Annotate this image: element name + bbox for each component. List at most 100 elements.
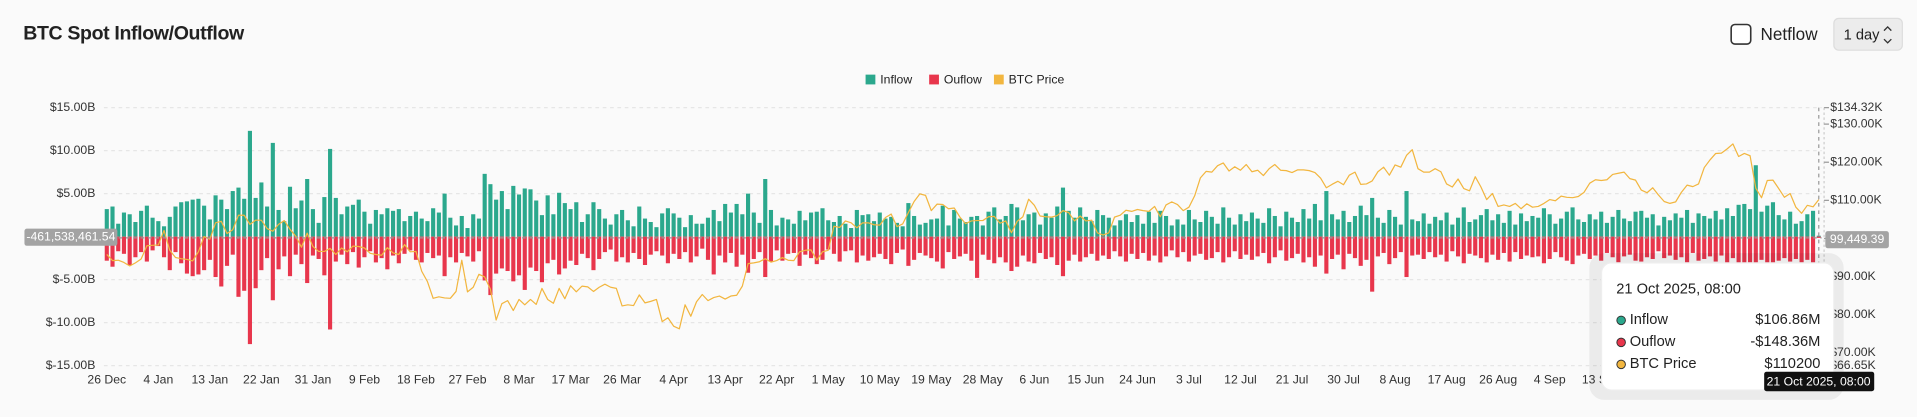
bar: [1553, 236, 1558, 253]
bar: [694, 236, 699, 257]
bar: [345, 236, 350, 265]
x-tick-label: 8 Aug: [1379, 373, 1410, 387]
interval-select[interactable]: [1833, 17, 1903, 51]
bar: [1478, 215, 1484, 237]
bar: [1198, 236, 1203, 254]
bar: [837, 236, 842, 262]
bar: [1375, 236, 1380, 257]
bar: [906, 203, 911, 237]
bar: [173, 236, 178, 253]
bar: [688, 215, 693, 237]
bar: [1095, 236, 1100, 261]
bar: [373, 209, 378, 237]
bar: [1541, 208, 1547, 237]
bar: [1078, 236, 1083, 262]
bar: [717, 236, 722, 256]
bar: [1043, 236, 1048, 259]
bar: [1158, 210, 1163, 237]
bar: [1261, 236, 1266, 253]
bar: [929, 236, 934, 259]
bar: [1410, 219, 1415, 237]
bar: [516, 236, 522, 276]
bar: [139, 236, 144, 253]
bar: [121, 212, 127, 237]
bar: [1066, 236, 1071, 261]
bar: [1060, 187, 1066, 237]
bar: [1662, 236, 1667, 259]
bar: [328, 148, 333, 237]
bar: [1433, 236, 1438, 258]
bar: [1100, 215, 1106, 237]
bar: [1072, 217, 1077, 237]
bar: [1295, 236, 1300, 254]
bar: [1393, 216, 1398, 237]
bar: [1685, 236, 1690, 263]
bar: [391, 236, 396, 256]
bar: [482, 173, 487, 237]
bar: [1020, 236, 1025, 256]
bar: [1278, 236, 1283, 251]
bar: [963, 222, 968, 237]
crosshair-y-label: -461,538,461.54: [26, 229, 115, 243]
bar: [1221, 236, 1226, 263]
bar: [1524, 236, 1529, 256]
bar: [648, 222, 653, 237]
bar: [333, 197, 338, 237]
netflow-checkbox[interactable]: [1730, 23, 1752, 45]
bar: [1318, 236, 1323, 256]
bar: [265, 236, 270, 259]
bar: [139, 210, 144, 237]
tooltip-dot: [1616, 359, 1626, 370]
bar: [1530, 236, 1535, 258]
bar: [425, 236, 430, 253]
bar: [791, 223, 796, 237]
interval-label[interactable]: 1 day: [1844, 27, 1881, 43]
y-tick-label: $10.00B: [50, 143, 96, 157]
bar: [144, 236, 149, 262]
x-tick-label: 3 Jul: [1176, 373, 1202, 387]
bar: [1204, 210, 1209, 237]
bar: [339, 236, 344, 255]
bar: [150, 236, 155, 251]
bar: [436, 212, 441, 237]
bar: [969, 236, 974, 261]
bar: [1129, 236, 1134, 254]
bar: [161, 236, 167, 258]
bar: [849, 236, 854, 251]
bar: [820, 208, 825, 237]
bar: [1444, 212, 1449, 237]
bar: [705, 217, 711, 237]
bar: [1272, 215, 1277, 237]
bar: [282, 221, 287, 237]
bar: [1450, 224, 1455, 237]
bar: [1238, 236, 1243, 259]
bar: [957, 218, 962, 237]
bar: [671, 236, 676, 254]
netflow-label[interactable]: Netflow: [1761, 25, 1819, 44]
bar: [511, 236, 516, 282]
tooltip-name: BTC Price: [1630, 356, 1697, 372]
bar: [1278, 226, 1283, 237]
y2-tick-label: $110.00K: [1830, 193, 1882, 207]
bar: [1163, 215, 1169, 237]
bar: [1702, 215, 1707, 237]
bar: [1707, 236, 1713, 257]
bar: [1455, 236, 1461, 257]
bar: [270, 142, 275, 237]
bar: [236, 236, 241, 297]
bar: [557, 236, 562, 275]
bar: [912, 236, 917, 260]
bar: [1559, 218, 1564, 237]
bar: [614, 236, 619, 262]
bar: [1209, 216, 1214, 237]
bar: [774, 236, 779, 251]
bar: [1249, 236, 1254, 260]
y-tick-label: $15.00B: [50, 100, 96, 114]
bar: [1335, 219, 1340, 237]
bar: [236, 187, 241, 237]
crosshair-x-label: 21 Oct 2025, 08:00: [1767, 374, 1871, 388]
bar: [1484, 236, 1489, 263]
bar: [396, 209, 401, 237]
